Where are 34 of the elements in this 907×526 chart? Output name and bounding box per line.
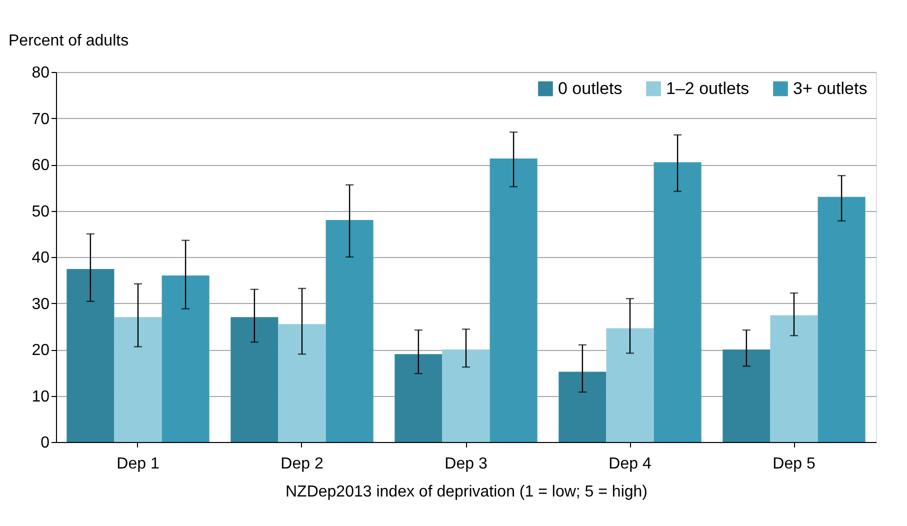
legend-label: 1–2 outlets xyxy=(666,78,750,98)
bar xyxy=(770,315,818,442)
bar xyxy=(606,328,654,442)
bar xyxy=(490,158,538,442)
bar xyxy=(722,350,770,442)
bar xyxy=(326,220,374,442)
legend-label: 3+ outlets xyxy=(793,78,868,98)
bar xyxy=(394,354,442,442)
x-axis-title: NZDep2013 index of deprivation (1 = low; 5 = high) xyxy=(286,484,648,500)
bar xyxy=(162,276,210,442)
x-tick-label: Dep 2 xyxy=(280,456,324,472)
y-tick-label: 0 xyxy=(40,434,50,452)
bar xyxy=(230,317,278,442)
y-axis-title: Percent of adults xyxy=(8,32,129,50)
bar xyxy=(278,324,326,442)
x-tick-label: Dep 5 xyxy=(772,456,816,472)
y-tick-label: 40 xyxy=(32,250,50,266)
bar xyxy=(442,350,490,442)
x-tick-label: Dep 4 xyxy=(608,456,652,472)
x-tick-label: Dep 1 xyxy=(116,456,160,472)
bar xyxy=(558,372,606,442)
bar xyxy=(818,196,866,442)
y-tick-label: 20 xyxy=(32,342,50,359)
bar xyxy=(114,317,162,442)
y-tick-label: 30 xyxy=(32,296,50,313)
bar xyxy=(654,162,702,442)
y-tick-label: 70 xyxy=(32,110,50,128)
y-tick-label: 60 xyxy=(32,157,50,174)
x-tick-label: Dep 3 xyxy=(444,456,488,472)
y-tick-label: 10 xyxy=(32,388,50,406)
y-tick-label: 80 xyxy=(32,64,50,82)
y-tick-label: 50 xyxy=(32,203,50,220)
legend-label: 0 outlets xyxy=(558,78,622,98)
bar xyxy=(66,269,114,442)
